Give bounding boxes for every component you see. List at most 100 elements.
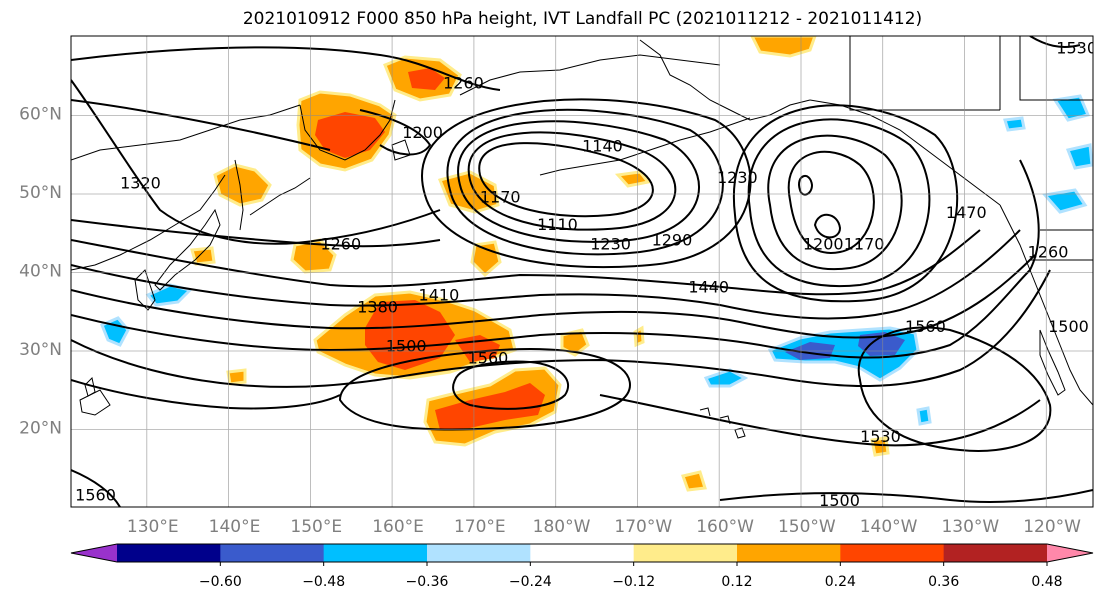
ivt-shade-west-small-2 <box>226 368 247 386</box>
longitude-labels: 130°E 140°E 150°E 160°E 170°E 180°W 170°W 160°W… <box>127 517 1081 537</box>
coastline-japan <box>154 208 221 291</box>
contour-low-1 <box>478 142 654 218</box>
contour-label: 1320 <box>120 173 161 192</box>
longitude-label: 130°W <box>941 517 999 537</box>
colorbar-segment <box>323 544 428 562</box>
longitude-label: 170°E <box>454 517 506 537</box>
gridlines <box>71 36 1093 507</box>
longitude-label: 150°W <box>778 517 836 537</box>
colorbar-tick-label: −0.12 <box>612 574 655 590</box>
contour-label: 1530 <box>1056 38 1097 57</box>
ivt-neg-alaska-1 <box>1052 94 1091 122</box>
colorbar-segment <box>943 544 1048 562</box>
contour-label: 1500 <box>819 491 860 510</box>
coastline-kuril-islands <box>249 177 311 216</box>
coastline-korea <box>134 269 156 311</box>
ivt-shade-small-a <box>560 328 590 357</box>
contour-low-east-1 <box>787 150 875 254</box>
contour-label: 1500 <box>1048 317 1089 336</box>
contour-label: 1230 <box>717 168 758 187</box>
contour-1350 <box>71 219 441 248</box>
coastline-asia-east <box>71 174 226 271</box>
colorbar-tick-label: −0.60 <box>199 574 242 590</box>
colorbar-segment <box>220 544 325 562</box>
contour-low-4 <box>446 108 724 256</box>
ivt-neg-canada <box>1042 188 1088 214</box>
colorbar-outline <box>70 543 1094 563</box>
colorbar-tick-label: 0.24 <box>825 574 856 590</box>
latitude-label: 60°N <box>19 105 62 125</box>
ivt-shade-small-c <box>614 170 651 188</box>
ivt-neg-small <box>916 406 932 426</box>
contour-1560-high-2 <box>452 360 570 410</box>
coastline-baja <box>1039 329 1066 396</box>
ivt-shade-okhotsk-core <box>408 68 445 90</box>
colorbar-tick-label: 0.48 <box>1031 574 1062 590</box>
contour-low-east-2 <box>767 134 903 271</box>
contour-label: 1260 <box>320 235 361 254</box>
colorbar-segment <box>633 544 738 562</box>
longitude-label: 130°E <box>127 517 179 537</box>
colorbar-extend-low <box>71 544 117 562</box>
coastline-philippines <box>79 389 111 416</box>
gridlines-lon <box>146 36 1047 507</box>
contour-label: 1170 <box>480 187 521 206</box>
contour-label: 1560 <box>468 348 509 367</box>
contour-low-east-4 <box>732 104 959 303</box>
colorbar-extend-high <box>1047 544 1093 562</box>
ivt-shade-north-edge <box>750 36 817 58</box>
contour-1560-sw <box>71 469 121 507</box>
ivt-neg-alaska-2 <box>1065 143 1093 170</box>
ivt-neg-bc <box>1003 116 1026 132</box>
latitude-label: 20°N <box>19 419 62 439</box>
ivt-shade-mid-3 <box>470 240 502 278</box>
contour-label: 1560 <box>75 486 116 505</box>
longitude-label: 120°W <box>1023 517 1081 537</box>
contour-label: 1230 <box>590 235 631 254</box>
contour-1500 <box>71 269 1051 388</box>
ivt-shade-hawaii-b <box>870 436 890 457</box>
ivt-shade-kamchatka-core <box>315 112 385 158</box>
ivt-negative-shading <box>100 94 1093 426</box>
longitude-label: 140°W <box>860 517 918 537</box>
colorbar-segment <box>427 544 531 562</box>
ivt-shade-south-core <box>435 383 545 430</box>
coastline-alaska-west <box>639 39 811 121</box>
ivt-shade-small-b <box>633 325 645 348</box>
map-title: 2021010912 F000 850 hPa height, IVT Land… <box>242 9 923 29</box>
ivt-neg-hawaii <box>703 368 749 388</box>
longitude-label: 180°W <box>533 517 591 537</box>
contour-low-2 <box>467 131 677 231</box>
coastline-chukotka <box>459 54 721 96</box>
ivt-shade-small-d <box>681 470 707 492</box>
contour-label: 1290 <box>652 231 693 250</box>
contour-1440 <box>71 254 1036 339</box>
contour-label: 1470 <box>946 203 987 222</box>
contour-1380 <box>71 229 981 296</box>
ivt-shade-west-small <box>190 246 216 266</box>
contour-label: 1200 <box>803 235 844 254</box>
ivt-neg-japan <box>145 283 193 307</box>
contour-label: 1110 <box>537 215 578 234</box>
map-frame <box>70 35 1094 508</box>
contour-1200-north <box>359 109 432 156</box>
colorbar-tick-label: −0.24 <box>509 574 552 590</box>
colorbar-tick-label: −0.48 <box>302 574 345 590</box>
contour-low-east-3 <box>747 118 931 287</box>
map-plot-area: 1260 1200 1140 1320 1170 1110 1230 1230 1290 1200… <box>70 35 1097 510</box>
colorbar-tick-label: 0.36 <box>928 574 959 590</box>
colorbar-segment <box>530 544 635 562</box>
colorbar-tick-label: 0.12 <box>721 574 752 590</box>
contour-label: 1260 <box>1028 242 1069 261</box>
longitude-label: 150°E <box>290 517 342 537</box>
contour-1410 <box>71 229 1021 320</box>
height-contours <box>71 36 1093 507</box>
coastline-sakhalin <box>234 159 244 231</box>
contour-label: 1410 <box>419 286 460 305</box>
contour-label: 1380 <box>357 297 398 316</box>
coastline-aleutians <box>539 117 751 176</box>
ivt-colorbar: −0.60 −0.48 −0.36 −0.24 −0.12 0.12 0.24 0.36 0.4… <box>70 543 1094 590</box>
contour-low-east-6 <box>813 213 842 239</box>
longitude-label: 140°E <box>209 517 261 537</box>
latitude-labels: 20°N 30°N 40°N 50°N 60°N <box>19 105 62 439</box>
